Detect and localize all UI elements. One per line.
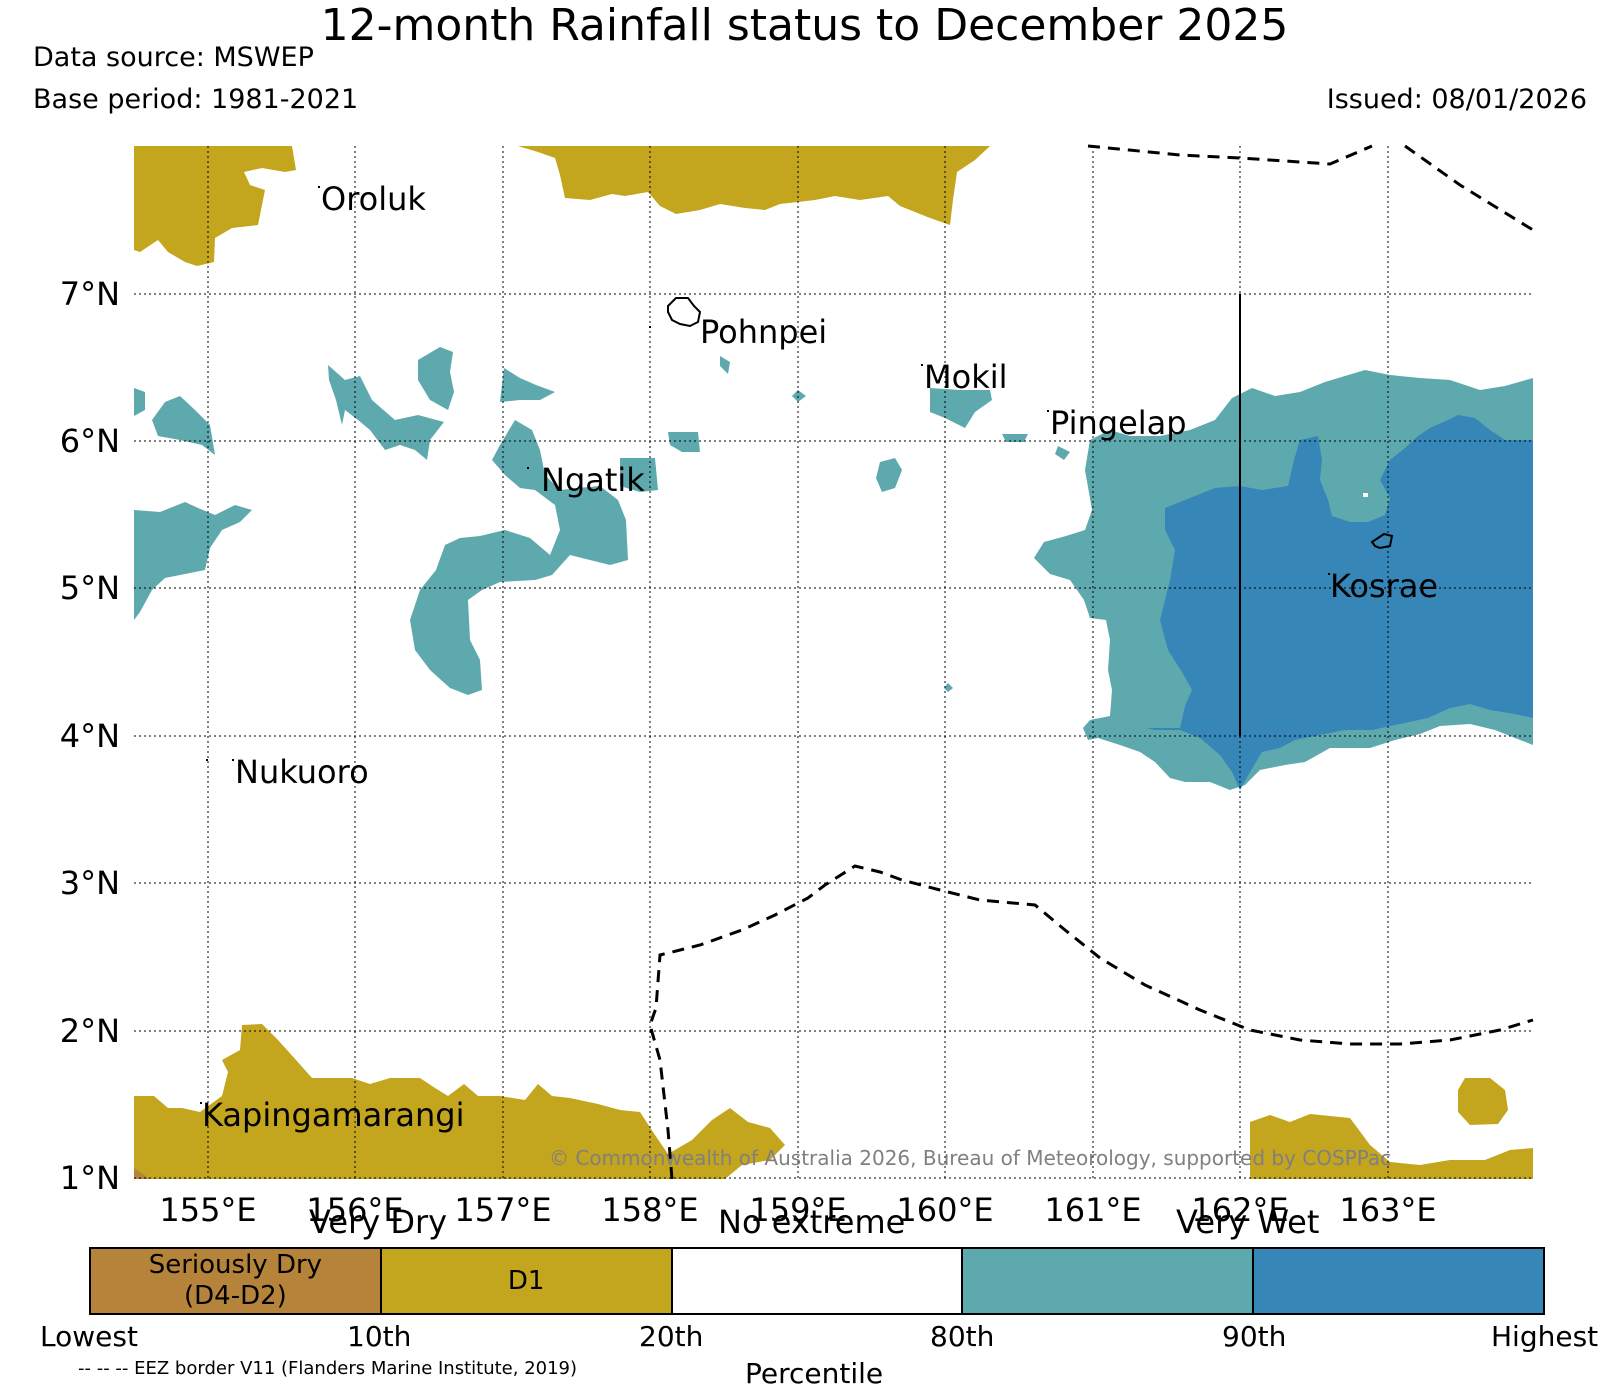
legend-no-extreme: [672, 1249, 964, 1313]
data-source-label: Data source: MSWEP: [33, 42, 314, 73]
legend-pct-highest: Highest: [1491, 1320, 1599, 1353]
legend-category-very-wet: Very Wet: [1176, 1203, 1320, 1241]
lon-label-162: 162°E: [1191, 1191, 1288, 1229]
lat-label-7: 7°N: [60, 275, 120, 313]
place-ngatik: Ngatik: [541, 461, 645, 499]
legend-wet-90: [1254, 1249, 1543, 1313]
lon-label-160: 160°E: [896, 1191, 993, 1229]
lat-label-6: 6°N: [60, 422, 120, 460]
graticule: [134, 146, 1533, 1179]
place-pohnpei: Pohnpei: [700, 313, 827, 351]
place-pingelap: Pingelap: [1050, 404, 1187, 442]
wet-region-central-west: [410, 420, 628, 695]
highest-wet-region: [1146, 415, 1533, 790]
copyright-notice: © Commonwealth of Australia 2026, Bureau…: [549, 1146, 1391, 1170]
legend-axis-label: Percentile: [745, 1357, 884, 1390]
wet-region-ngatik: [328, 347, 555, 460]
lon-label-163: 163°E: [1339, 1191, 1436, 1229]
place-mokil: Mokil: [924, 358, 1008, 396]
place-kapingamarangi: Kapingamarangi: [202, 1096, 464, 1134]
legend-pct-10: 10th: [347, 1320, 412, 1353]
lon-label-159: 159°E: [749, 1191, 846, 1229]
eez-note: -- -- -- EEZ border V11 (Flanders Marine…: [78, 1358, 578, 1379]
place-kosrae: Kosrae: [1330, 567, 1438, 605]
d1-region-southwest: [134, 1024, 785, 1179]
d1-region-northwest: [134, 146, 296, 266]
latitude-labels: 7°N 6°N 5°N 4°N 3°N 2°N 1°N: [60, 275, 120, 1197]
legend-pct-20: 20th: [639, 1320, 704, 1353]
lon-label-158: 158°E: [601, 1191, 698, 1229]
wet-patch-ngatik-east: [620, 356, 806, 492]
lon-label-155: 155°E: [159, 1191, 256, 1229]
d1-patch-east: [1458, 1078, 1508, 1125]
legend-pct-90: 90th: [1222, 1320, 1287, 1353]
place-labels: Oroluk Pohnpei Mokil Pingelap Ngatik Kos…: [202, 180, 1438, 1134]
legend-category-no-extreme: No extreme: [718, 1203, 906, 1241]
eez-borders: [648, 144, 1534, 1180]
lon-label-157: 157°E: [454, 1191, 551, 1229]
kosrae-island-outline: [1370, 532, 1394, 550]
seriously-dry-patch: [134, 1168, 150, 1179]
lat-label-5: 5°N: [60, 569, 120, 607]
issued-date-label: Issued: 08/01/2026: [1326, 84, 1587, 115]
d1-region-southeast: [1250, 1114, 1533, 1179]
d1-region-north: [518, 146, 990, 225]
lat-label-3: 3°N: [60, 864, 120, 902]
map-title: 12-month Rainfall status to December 202…: [320, 0, 1289, 51]
lat-label-2: 2°N: [60, 1012, 120, 1050]
wet-patch-mokil: [876, 388, 1070, 492]
place-oroluk: Oroluk: [321, 180, 426, 218]
legend-category-very-dry: Very Dry: [309, 1203, 448, 1241]
legend-pct-lowest: Lowest: [40, 1320, 138, 1353]
wet-region-west-2: [134, 388, 215, 455]
legend-pct-80: 80th: [930, 1320, 995, 1353]
place-markers: [200, 186, 1330, 1104]
pohnpei-island-outline: [667, 297, 702, 328]
lon-label-161: 161°E: [1044, 1191, 1141, 1229]
white-patch-kosrae: [1363, 493, 1368, 497]
lat-label-4: 4°N: [60, 717, 120, 755]
base-period-label: Base period: 1981-2021: [33, 84, 359, 115]
legend-seriously-dry: Seriously Dry (D4-D2): [91, 1249, 382, 1313]
longitude-labels: 155°E 156°E 157°E 158°E 159°E 160°E 161°…: [159, 1191, 1436, 1229]
legend-d1: D1: [381, 1249, 673, 1313]
place-nukuoro: Nukuoro: [235, 753, 369, 791]
lat-label-1: 1°N: [60, 1159, 120, 1197]
legend-colorbar: Seriously Dry (D4-D2) D1: [89, 1247, 1545, 1315]
rainfall-regions: [134, 146, 1533, 1179]
lon-label-156: 156°E: [306, 1191, 403, 1229]
legend-wet-80: [963, 1249, 1255, 1313]
wet-region-west-1: [134, 502, 252, 620]
